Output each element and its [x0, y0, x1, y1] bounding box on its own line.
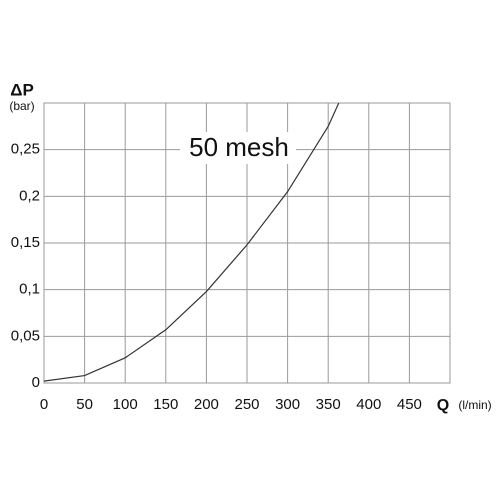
annotation: 50 mesh: [189, 132, 289, 162]
curve: [43, 102, 340, 382]
x-tick-label: 300: [275, 396, 300, 413]
y-tick-label: 0,1: [19, 281, 40, 298]
y-tick-label: 0,15: [11, 234, 40, 251]
x-tick-label: 200: [194, 396, 219, 413]
y-tick-label: 0,25: [11, 141, 40, 158]
y-axis-unit: (bar): [9, 99, 34, 113]
x-tick-label: 350: [316, 396, 341, 413]
x-tick-label: 450: [397, 396, 422, 413]
y-tick-label: 0,2: [19, 187, 40, 204]
x-axis-unit: (l/min): [458, 398, 491, 412]
x-tick-label: 150: [153, 396, 178, 413]
annotation-bg: [180, 132, 296, 164]
x-axis-label: Q: [437, 397, 449, 414]
y-tick-label: 0: [32, 374, 40, 391]
x-tick-label: 50: [76, 396, 93, 413]
y-tick-label: 0,05: [11, 327, 40, 344]
x-tick-label: 0: [40, 396, 48, 413]
x-tick-label: 100: [113, 396, 138, 413]
x-tick-label: 250: [234, 396, 259, 413]
x-tick-label: 400: [356, 396, 381, 413]
y-axis-label: ΔP: [10, 80, 34, 99]
